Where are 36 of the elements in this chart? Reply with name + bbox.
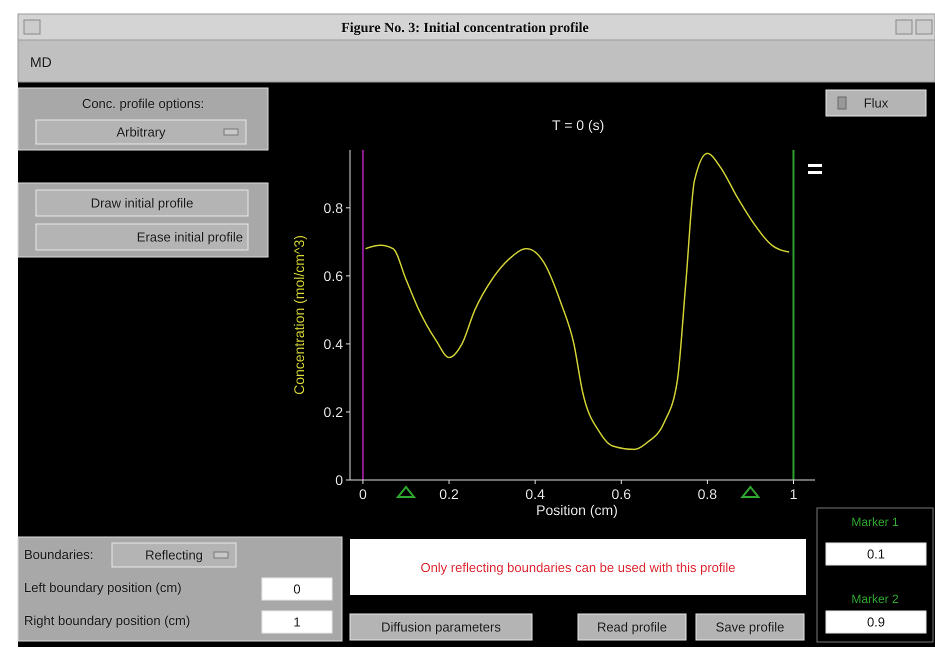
text: Draw initial profile bbox=[90, 196, 194, 210]
text: Save profile bbox=[716, 620, 784, 634]
x-tick-label: 0.2 bbox=[439, 486, 459, 502]
text: Conc. profile options: bbox=[82, 96, 204, 111]
x-tick-label: 0.6 bbox=[612, 486, 632, 502]
text: MD bbox=[30, 54, 52, 70]
text: Diffusion parameters bbox=[381, 620, 502, 634]
y-tick-label: 0.2 bbox=[324, 404, 344, 420]
y-tick-label: 0.4 bbox=[324, 336, 344, 352]
text: 1 bbox=[293, 614, 301, 630]
text: Reflecting bbox=[145, 548, 203, 562]
y-tick-label: 0 bbox=[335, 472, 344, 488]
chart-title: T = 0 (s) bbox=[552, 117, 604, 133]
y-axis-title: Concentration (mol/cm^3) bbox=[291, 235, 307, 395]
y-tick-label: 0.8 bbox=[324, 200, 344, 216]
x-axis-title: Position (cm) bbox=[536, 502, 618, 518]
text: 0.9 bbox=[866, 614, 886, 630]
text: 0 bbox=[293, 582, 301, 596]
text: Right boundary position (cm) bbox=[24, 613, 190, 628]
x-tick-label: 0.4 bbox=[525, 486, 546, 502]
text: Marker 1 bbox=[851, 515, 899, 529]
text: Marker 2 bbox=[851, 592, 899, 606]
text: Arbitrary bbox=[116, 124, 166, 140]
text: Only reflecting boundaries can be used with this profile bbox=[420, 560, 736, 575]
text: Left boundary position (cm) bbox=[24, 580, 182, 595]
text: Flux bbox=[864, 96, 889, 110]
x-tick-label: 0.8 bbox=[698, 486, 718, 502]
text: Figure No. 3: Initial concentration profile bbox=[341, 21, 589, 36]
text: Read profile bbox=[596, 620, 668, 634]
text: Erase initial profile bbox=[136, 230, 243, 244]
line-series bbox=[364, 152, 790, 450]
text: 0.1 bbox=[866, 546, 886, 562]
x-tick-label: 1 bbox=[790, 486, 798, 502]
x-tick-label: 0 bbox=[359, 486, 368, 502]
y-tick-label: 0.6 bbox=[324, 268, 344, 284]
text: Boundaries: bbox=[24, 547, 94, 562]
